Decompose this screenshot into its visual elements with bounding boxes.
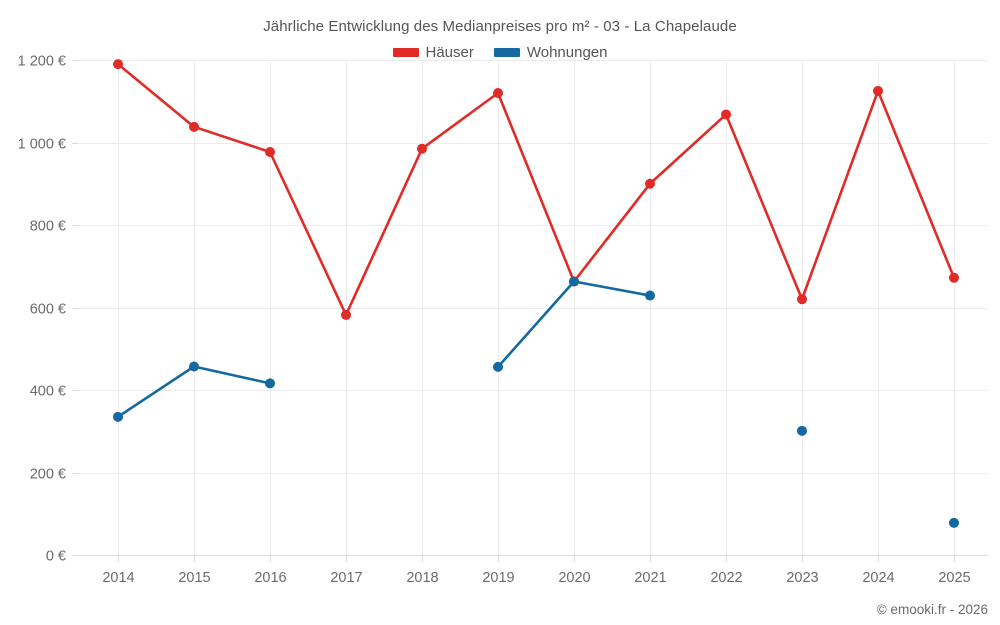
data-point-wohnungen-2019[interactable] — [493, 361, 503, 372]
data-point-wohnungen-2021[interactable] — [645, 290, 655, 301]
legend-color-swatch-hauser — [392, 48, 419, 57]
data-point-wohnungen-2020[interactable] — [569, 276, 579, 287]
data-point-häuser-2017[interactable] — [341, 309, 351, 320]
y-axis-tick-label: 400 € — [30, 384, 66, 400]
data-point-wohnungen-2016[interactable] — [265, 378, 275, 389]
x-axis-tick-label: 2019 — [482, 570, 514, 586]
x-axis-tick-label: 2024 — [862, 570, 894, 586]
data-point-häuser-2016[interactable] — [265, 146, 275, 157]
data-point-wohnungen-2015[interactable] — [189, 361, 199, 372]
data-point-häuser-2022[interactable] — [721, 109, 731, 120]
y-axis-tick-label: 800 € — [30, 219, 66, 235]
x-axis-tick-label: 2023 — [786, 570, 818, 586]
data-point-häuser-2015[interactable] — [189, 121, 199, 132]
x-axis-tick-label: 2014 — [102, 570, 134, 586]
y-axis-tick-label: 600 € — [30, 302, 66, 318]
x-axis-tick-label: 2020 — [558, 570, 590, 586]
y-axis-tick-label: 1 200 € — [18, 54, 66, 70]
data-point-wohnungen-2014[interactable] — [113, 411, 123, 422]
chart-title: Jährliche Entwicklung des Medianpreises … — [263, 18, 737, 35]
data-point-wohnungen-2023[interactable] — [797, 425, 807, 436]
data-point-häuser-2025[interactable] — [949, 272, 959, 283]
data-point-häuser-2024[interactable] — [873, 85, 883, 96]
data-point-häuser-2014[interactable] — [113, 59, 123, 70]
x-axis-tick-label: 2021 — [634, 570, 666, 586]
chart-legend: Häuser Wohnungen — [0, 44, 1000, 61]
data-point-häuser-2021[interactable] — [645, 178, 655, 189]
x-axis-tick-label: 2025 — [938, 570, 970, 586]
x-axis-tick-label: 2018 — [406, 570, 438, 586]
data-point-häuser-2018[interactable] — [417, 143, 427, 154]
y-axis-tick-label: 0 € — [46, 549, 66, 565]
credit-footer: © emooki.fr - 2026 — [876, 602, 988, 617]
x-axis-tick-label: 2022 — [710, 570, 742, 586]
data-point-häuser-2023[interactable] — [797, 294, 807, 305]
x-axis-tick-label: 2017 — [330, 570, 362, 586]
series-line-häuser — [116, 62, 956, 317]
legend-color-swatch-wohnungen — [493, 48, 520, 57]
x-axis-tick-label: 2016 — [254, 570, 286, 586]
y-axis-tick-label: 200 € — [30, 467, 66, 483]
data-point-häuser-2019[interactable] — [493, 88, 503, 98]
legend-label-wohnungen: Wohnungen — [526, 44, 608, 61]
x-axis-tick-label: 2015 — [178, 570, 210, 586]
data-point-wohnungen-2025[interactable] — [949, 517, 959, 528]
legend-item-hauser[interactable]: Häuser — [392, 44, 474, 61]
legend-item-wohnungen[interactable]: Wohnungen — [493, 44, 608, 61]
y-axis-tick-label: 1 000 € — [18, 137, 66, 153]
legend-label-hauser: Häuser — [425, 44, 474, 61]
